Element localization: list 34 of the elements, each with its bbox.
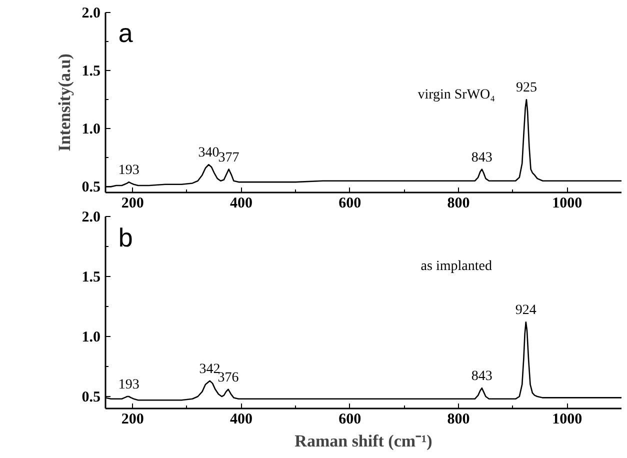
y-tick-label: 1.5 (82, 270, 100, 286)
annotation: 340 (198, 146, 220, 161)
x-tick-label: 800 (447, 196, 470, 212)
annotation: 843 (471, 369, 492, 384)
x-tick-label: 400 (230, 196, 253, 212)
x-tick-label: 200 (121, 196, 144, 212)
y-tick-label: 2.0 (82, 6, 100, 22)
annotation: virgin SrWO₄ (418, 88, 496, 102)
annotation: as implanted (420, 259, 492, 274)
annotation: 924 (515, 303, 536, 318)
x-tick-label: 600 (338, 196, 362, 212)
x-tick-label: 1000 (552, 196, 582, 212)
y-tick-label: 1.0 (82, 330, 100, 346)
y-tick-label: 0.5 (82, 390, 100, 406)
x-tick-label: 400 (230, 412, 253, 428)
annotation: 376 (218, 370, 239, 386)
annotation: b (118, 222, 133, 252)
annotation: 377 (218, 150, 240, 166)
annotation: 843 (471, 150, 492, 166)
annotation: 193 (118, 163, 140, 178)
annotation: a (118, 18, 134, 48)
x-tick-label: 200 (121, 412, 144, 428)
x-tick-label: 600 (338, 412, 362, 428)
y-tick-label: 1.0 (82, 122, 100, 138)
x-tick-label: 1000 (552, 412, 582, 428)
x-axis-title: Raman shift (cm⁻¹) (294, 432, 432, 450)
x-tick-label: 800 (447, 412, 470, 428)
y-tick-label: 0.5 (82, 180, 100, 196)
annotation: 342 (199, 362, 220, 377)
annotation: 925 (516, 80, 537, 96)
y-axis-title: Intensity(a.u) (54, 54, 74, 152)
annotation: 193 (118, 378, 140, 392)
y-tick-label: 1.5 (82, 64, 100, 80)
y-tick-label: 2.0 (82, 210, 100, 226)
